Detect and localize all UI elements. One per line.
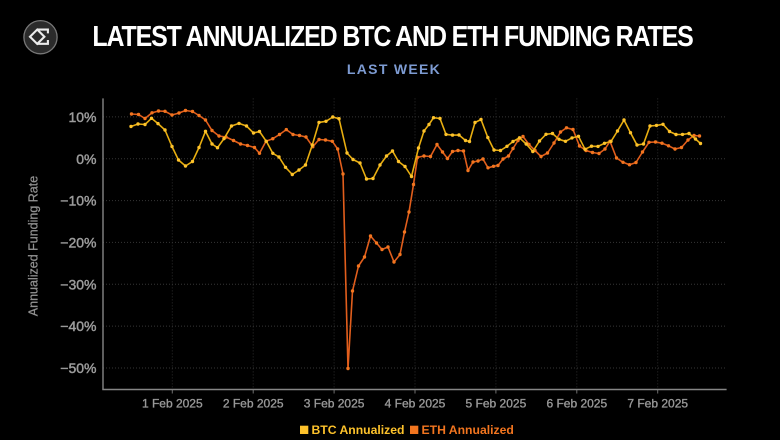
svg-text:−40%: −40% bbox=[60, 318, 96, 334]
svg-text:6 Feb 2025: 6 Feb 2025 bbox=[546, 397, 607, 411]
svg-text:3 Feb 2025: 3 Feb 2025 bbox=[304, 397, 365, 411]
svg-text:0%: 0% bbox=[76, 151, 96, 167]
svg-text:4 Feb 2025: 4 Feb 2025 bbox=[385, 397, 446, 411]
svg-text:2 Feb 2025: 2 Feb 2025 bbox=[223, 397, 284, 411]
svg-text:−50%: −50% bbox=[60, 360, 96, 376]
svg-text:ETH Annualized: ETH Annualized bbox=[422, 423, 514, 437]
svg-text:7 Feb 2025: 7 Feb 2025 bbox=[627, 397, 688, 411]
svg-text:−20%: −20% bbox=[60, 234, 96, 250]
svg-text:BTC Annualized: BTC Annualized bbox=[312, 423, 405, 437]
svg-text:Annualized Funding Rate: Annualized Funding Rate bbox=[27, 176, 41, 316]
svg-text:5 Feb 2025: 5 Feb 2025 bbox=[466, 397, 527, 411]
svg-text:1 Feb 2025: 1 Feb 2025 bbox=[142, 397, 203, 411]
svg-text:−30%: −30% bbox=[60, 276, 96, 292]
svg-text:10%: 10% bbox=[68, 109, 96, 125]
svg-text:−10%: −10% bbox=[60, 193, 96, 209]
